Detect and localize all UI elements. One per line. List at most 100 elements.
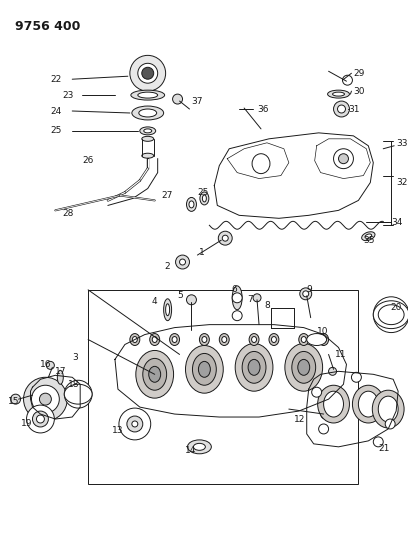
Circle shape [342, 75, 352, 85]
Ellipse shape [251, 336, 256, 343]
Text: 36: 36 [256, 104, 268, 114]
Ellipse shape [64, 384, 92, 404]
Text: 11: 11 [334, 350, 345, 359]
Ellipse shape [152, 336, 157, 343]
Ellipse shape [144, 129, 151, 133]
Bar [88, 290, 357, 483]
Ellipse shape [189, 201, 193, 208]
Ellipse shape [57, 370, 63, 384]
Circle shape [126, 416, 142, 432]
Text: 22: 22 [50, 75, 61, 84]
Circle shape [311, 387, 321, 397]
Text: 23: 23 [62, 91, 74, 100]
Ellipse shape [172, 336, 177, 343]
Circle shape [32, 411, 48, 427]
Ellipse shape [242, 351, 265, 383]
Ellipse shape [249, 334, 258, 345]
Ellipse shape [193, 443, 205, 450]
Circle shape [231, 311, 242, 321]
Text: 32: 32 [395, 178, 407, 187]
Ellipse shape [235, 343, 272, 391]
Circle shape [351, 373, 360, 382]
Circle shape [302, 291, 308, 297]
Text: 2: 2 [164, 262, 170, 271]
Text: 16: 16 [40, 360, 52, 369]
Ellipse shape [169, 334, 179, 345]
Text: 12: 12 [293, 415, 304, 424]
Circle shape [328, 367, 336, 375]
Circle shape [175, 255, 189, 269]
Circle shape [333, 149, 353, 168]
Text: 25: 25 [50, 126, 62, 135]
Ellipse shape [317, 385, 348, 423]
Circle shape [252, 294, 261, 302]
Circle shape [46, 361, 54, 369]
Ellipse shape [297, 359, 309, 375]
Ellipse shape [165, 304, 169, 316]
Text: 6: 6 [231, 285, 236, 294]
Ellipse shape [163, 299, 171, 321]
Text: 13: 13 [112, 426, 123, 435]
Text: 34: 34 [390, 218, 402, 227]
Circle shape [39, 393, 51, 405]
Ellipse shape [271, 336, 276, 343]
Text: 19: 19 [20, 419, 32, 429]
Ellipse shape [371, 390, 403, 428]
Circle shape [179, 259, 185, 265]
Ellipse shape [186, 197, 196, 212]
Text: 29: 29 [353, 69, 364, 78]
Circle shape [372, 437, 382, 447]
Text: 8: 8 [263, 301, 269, 310]
Ellipse shape [139, 109, 156, 117]
Ellipse shape [320, 336, 325, 343]
Text: 28: 28 [62, 209, 74, 218]
Text: 21: 21 [378, 445, 389, 454]
Circle shape [23, 377, 67, 421]
Ellipse shape [185, 345, 223, 393]
Ellipse shape [132, 106, 163, 120]
Ellipse shape [135, 351, 173, 398]
Ellipse shape [130, 334, 139, 345]
Circle shape [338, 154, 348, 164]
Circle shape [64, 380, 92, 408]
Text: 9: 9 [306, 285, 312, 294]
Ellipse shape [318, 334, 328, 345]
Ellipse shape [219, 334, 229, 345]
Ellipse shape [137, 92, 157, 98]
Text: 25: 25 [197, 188, 208, 197]
Ellipse shape [268, 334, 278, 345]
Ellipse shape [221, 336, 226, 343]
Ellipse shape [130, 90, 164, 100]
Circle shape [130, 55, 165, 91]
Ellipse shape [231, 286, 242, 310]
Text: 17: 17 [55, 367, 67, 376]
Ellipse shape [132, 336, 137, 343]
Ellipse shape [202, 195, 206, 202]
Ellipse shape [142, 136, 153, 141]
Circle shape [384, 419, 394, 429]
Ellipse shape [327, 90, 348, 98]
Text: 18: 18 [68, 379, 80, 389]
Ellipse shape [199, 334, 209, 345]
Ellipse shape [352, 385, 383, 423]
Ellipse shape [201, 336, 207, 343]
Ellipse shape [378, 305, 403, 325]
Text: 27: 27 [161, 191, 173, 200]
Circle shape [137, 63, 157, 83]
Circle shape [378, 303, 402, 327]
Ellipse shape [323, 391, 343, 417]
Text: 24: 24 [50, 107, 61, 116]
Circle shape [299, 288, 311, 300]
Ellipse shape [187, 440, 211, 454]
Ellipse shape [247, 359, 259, 375]
Circle shape [31, 385, 59, 413]
Circle shape [119, 408, 151, 440]
Ellipse shape [252, 154, 269, 174]
Circle shape [11, 394, 20, 404]
Circle shape [318, 424, 328, 434]
Circle shape [320, 409, 330, 419]
Circle shape [372, 297, 408, 333]
Ellipse shape [361, 232, 374, 240]
Circle shape [333, 101, 348, 117]
Circle shape [222, 235, 228, 241]
